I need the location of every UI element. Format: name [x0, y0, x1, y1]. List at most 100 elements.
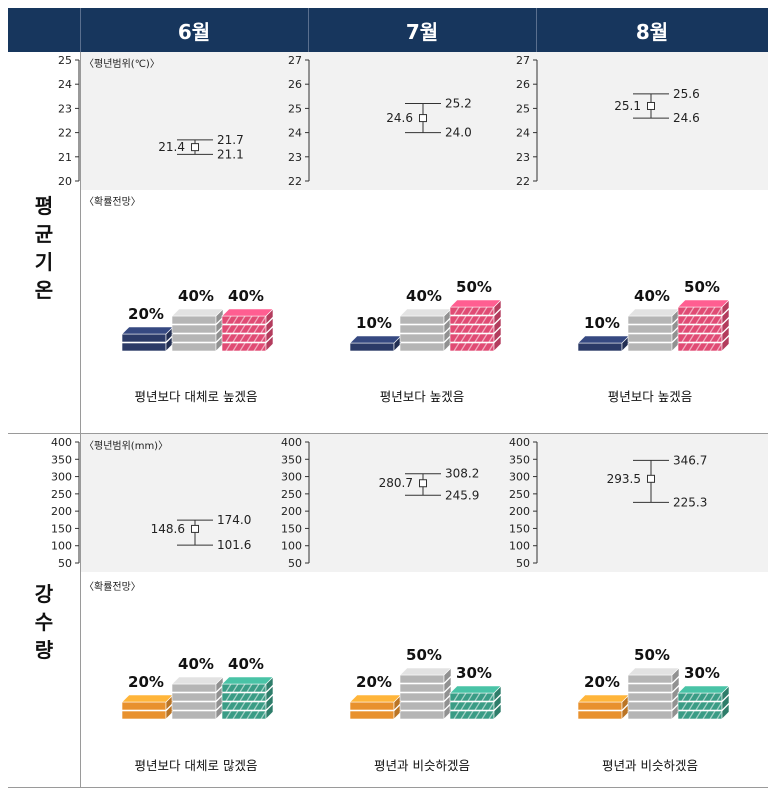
- temp-prob-높음-block-side: [493, 335, 502, 352]
- precip-prob-비슷-block-front: [627, 674, 673, 684]
- precip-prob-많음-block-stripe: [253, 701, 260, 711]
- temp-row-label: 평 균 기 온: [8, 192, 80, 304]
- temp-prob-비슷-block-front: [627, 342, 673, 352]
- temp-prob-높음-block-stripe: [716, 333, 723, 343]
- temp-range-y-tick-label: 27: [288, 54, 302, 67]
- precip-prob-많음-block-stripe: [488, 692, 495, 702]
- precip-prob-percent-label: 40%: [228, 655, 264, 673]
- temp-prob-높음-block-stripe: [225, 324, 232, 334]
- temp-prob-높음-block-stripe: [453, 342, 460, 352]
- temp-prob-높음-block-stripe: [453, 315, 460, 325]
- precip-prob-많음-block-top: [221, 676, 274, 685]
- precip-prob-많음-block-stripe: [488, 710, 495, 720]
- temp-prob-percent-label: 10%: [584, 314, 620, 332]
- temp-prob-높음-block-stripe: [253, 315, 260, 325]
- temp-prob-높음-block-stripe: [695, 342, 702, 352]
- temp-prob-높음-block-stripe: [474, 306, 481, 316]
- precip-prob-많음-block-stripe: [453, 710, 460, 720]
- precip-label-char: 량: [34, 638, 54, 662]
- precip-prob-많음-block-top: [449, 685, 502, 694]
- temp-range-lower-label: 24.0: [445, 126, 472, 140]
- temp-range-mean-label: 21.4: [158, 140, 185, 154]
- temp-range-y-tick-label: 22: [58, 127, 72, 140]
- temp-prob-높음-block-side: [265, 335, 274, 352]
- precip-prob-많음-block-stripe: [460, 701, 467, 711]
- precip-prob-많음-block-stripe: [453, 692, 460, 702]
- precip-prob-비슷-block-top: [399, 667, 452, 676]
- temp-prob-비슷-block-front: [627, 333, 673, 343]
- month-header: 6월 7월 8월: [8, 8, 768, 52]
- temp-prob-비슷-block-front: [171, 342, 217, 352]
- precip-prob-비슷-block-front: [627, 701, 673, 711]
- temp-range-y-tick-label: 23: [516, 151, 530, 164]
- temp-prob-높음-block-stripe: [695, 315, 702, 325]
- temp-prob-높음-block-stripe: [225, 333, 232, 343]
- temp-prob-높음-block-stripe: [716, 315, 723, 325]
- precip-prob-많음-block-stripe: [709, 710, 716, 720]
- precip-summary-jul: 평년과 비슷하겠음: [374, 758, 470, 773]
- temp-summary-jun: 평년보다 대체로 높겠음: [134, 389, 258, 404]
- temp-prob-높음-block-stripe: [481, 333, 488, 343]
- temp-prob-높음-block-stripe: [260, 333, 267, 343]
- temp-range-mean-marker: [419, 114, 427, 123]
- precip-range-y-tick-label: 150: [281, 522, 302, 535]
- precip-prob-비슷-block-front: [399, 701, 445, 711]
- precip-prob-많음-block-stripe: [453, 701, 460, 711]
- precip-prob-비슷-block-top: [627, 667, 680, 676]
- temp-prob-높음-block-stripe: [481, 315, 488, 325]
- temp-prob-높음-block-stripe: [716, 306, 723, 316]
- precip-range-y-tick-label: 400: [51, 436, 72, 449]
- temp-prob-높음-block-stripe: [246, 315, 253, 325]
- temp-prob-높음-block-stripe: [488, 315, 495, 325]
- precip-range-y-tick-label: 50: [58, 557, 72, 570]
- precip-prob-많음-block-stripe: [702, 701, 709, 711]
- precip-prob-비슷-block-front: [399, 710, 445, 720]
- precip-prob-비슷-block-front: [171, 701, 217, 711]
- temp-prob-높음-block-stripe: [460, 315, 467, 325]
- precip-range-y-tick-label: 350: [509, 453, 530, 466]
- precip-prob-많음-block-stripe: [681, 701, 688, 711]
- precip-prob-많음-block-stripe: [260, 701, 267, 711]
- temp-range-y-tick-label: 26: [516, 78, 530, 91]
- precip-range-upper-label: 174.0: [217, 513, 251, 527]
- precip-prob-percent-label: 50%: [406, 646, 442, 664]
- precip-prob-많음-block-side: [265, 703, 274, 720]
- precip-summary-jun: 평년보다 대체로 많겠음: [134, 758, 258, 773]
- precip-prob-많음-block-stripe: [246, 701, 253, 711]
- precip-range-y-tick-label: 150: [509, 522, 530, 535]
- temp-prob-높음-block-stripe: [488, 342, 495, 352]
- precip-prob-많음-block-side: [493, 694, 502, 711]
- temp-prob-높음-block-stripe: [474, 324, 481, 334]
- temp-range-mean-label: 24.6: [386, 111, 413, 125]
- temp-prob-percent-label: 50%: [456, 278, 492, 296]
- temp-summary-aug: 평년보다 높겠음: [607, 389, 693, 404]
- temp-prob-높음-block-stripe: [688, 315, 695, 325]
- temp-label-char: 평: [34, 194, 54, 218]
- precip-range-y-tick-label: 250: [281, 488, 302, 501]
- precip-prob-많음-block-stripe: [225, 701, 232, 711]
- temp-range-mean-marker: [647, 101, 655, 110]
- precip-prob-많음-block-stripe: [260, 692, 267, 702]
- precip-label-char: 수: [34, 610, 54, 634]
- temp-prob-높음-block-stripe: [681, 342, 688, 352]
- temp-prob-높음-block-stripe: [709, 324, 716, 334]
- temp-prob-높음-block-stripe: [709, 315, 716, 325]
- precip-prob-많음-block-top: [677, 685, 730, 694]
- precip-range-mean-marker: [647, 474, 655, 483]
- precip-prob-적음-block-front: [577, 710, 623, 720]
- precip-range-y-tick-label: 150: [51, 522, 72, 535]
- precip-prob-많음-block-stripe: [225, 710, 232, 720]
- precip-range-y-tick-label: 350: [51, 453, 72, 466]
- precip-range-note: 〈평년범위(mm)〉: [84, 441, 169, 452]
- temp-range-y-tick-label: 24: [288, 127, 302, 140]
- precip-range-mean-marker: [191, 524, 199, 533]
- temp-prob-percent-label: 20%: [128, 305, 164, 323]
- precip-prob-많음-block-side: [265, 685, 274, 702]
- precip-prob-비슷-block-side: [443, 676, 452, 693]
- precip-range-upper-label: 346.7: [673, 453, 707, 467]
- precip-prob-많음-block-stripe: [253, 692, 260, 702]
- precip-range-y-tick-label: 100: [281, 540, 302, 553]
- precip-range-y-tick-label: 300: [509, 471, 530, 484]
- temp-prob-높음-block-stripe: [481, 342, 488, 352]
- temp-prob-높음-block-stripe: [246, 342, 253, 352]
